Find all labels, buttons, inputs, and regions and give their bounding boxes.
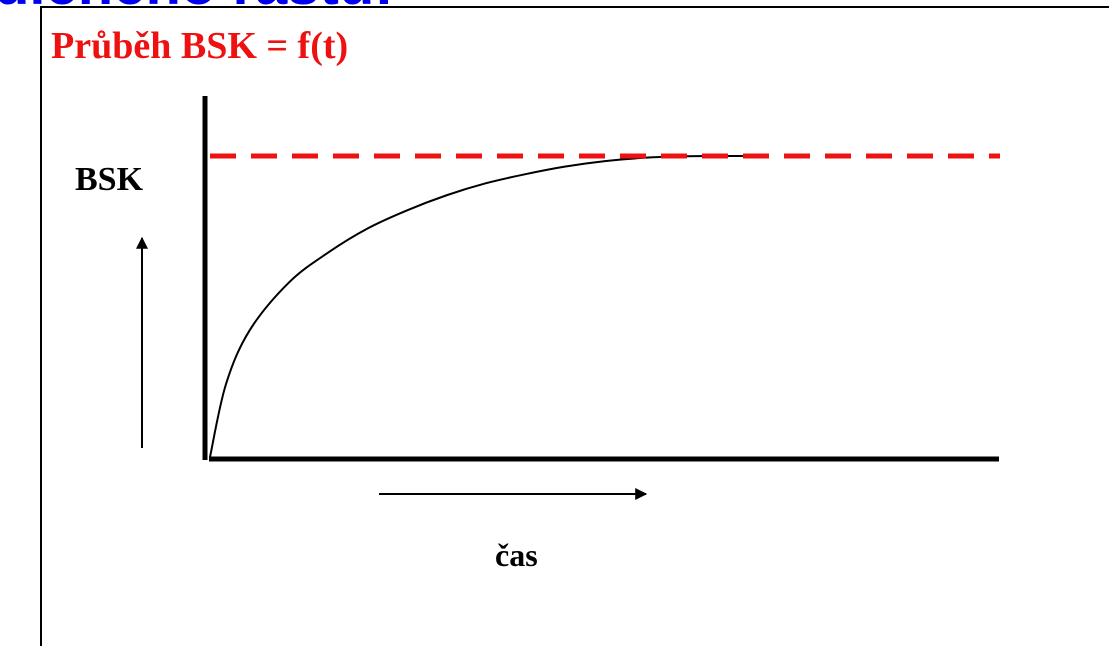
- chart-title: Průběh BSK = f(t): [51, 25, 349, 67]
- x-axis-label: čas: [495, 537, 538, 573]
- chart-plot: [136, 96, 1000, 500]
- slide-frame: [40, 6, 1109, 646]
- series-curve: [209, 154, 744, 458]
- y-axis-label: BSK: [75, 161, 144, 198]
